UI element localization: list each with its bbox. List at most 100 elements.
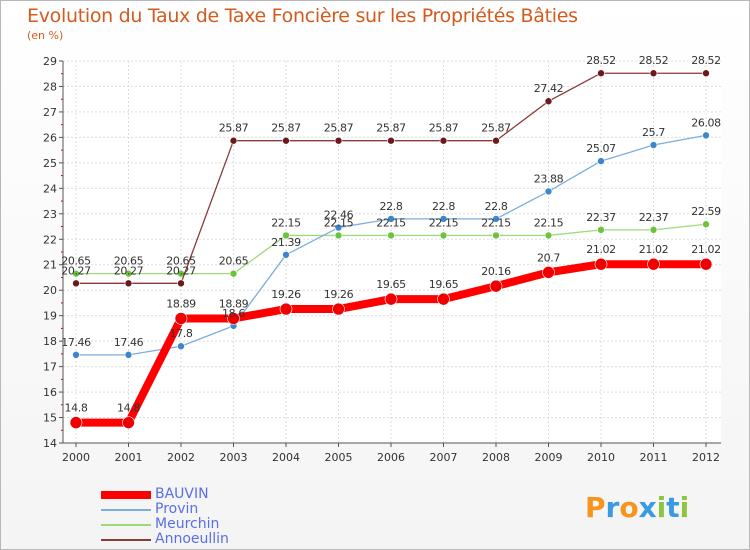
data-label-annoeullin: 25.87 — [324, 122, 354, 135]
data-point-meurchin — [72, 269, 80, 278]
y-tick-label: 14 — [43, 437, 57, 450]
data-point-meurchin — [124, 269, 133, 278]
logo-letter: i — [679, 491, 690, 524]
data-point-annoeullin — [544, 97, 553, 106]
data-label-provin: 26.08 — [691, 116, 721, 129]
data-label-annoeullin: 20.27 — [61, 264, 91, 277]
data-point-provin — [702, 131, 710, 140]
data-point-bauvin — [594, 257, 608, 271]
data-point-bauvin — [437, 292, 450, 306]
data-point-meurchin — [282, 231, 290, 240]
logo-letter: i — [656, 491, 667, 524]
data-label-bauvin: 21.02 — [639, 243, 669, 256]
data-point-provin — [177, 342, 185, 351]
data-point-bauvin — [384, 292, 398, 306]
data-point-bauvin — [122, 416, 135, 429]
data-label-annoeullin: 20.27 — [166, 264, 196, 277]
x-tick-label: 2010 — [587, 451, 615, 464]
x-tick-label: 2004 — [272, 451, 300, 464]
data-label-meurchin: 22.59 — [691, 205, 721, 218]
y-tick-label: 28 — [43, 80, 57, 93]
data-point-meurchin — [334, 231, 343, 240]
chart-subtitle: (en %) — [27, 29, 64, 42]
logo-letter: o — [619, 491, 639, 524]
x-tick-label: 2012 — [692, 451, 720, 464]
data-point-bauvin — [174, 312, 188, 325]
data-label-meurchin: 22.15 — [481, 216, 511, 229]
data-label-annoeullin: 25.87 — [376, 122, 406, 135]
data-label-meurchin: 20.65 — [219, 255, 249, 268]
proxiti-logo: Proxiti — [585, 491, 689, 524]
legend-swatch — [101, 538, 151, 541]
legend-label: Meurchin — [155, 516, 220, 532]
data-label-annoeullin: 28.52 — [691, 54, 721, 67]
data-point-meurchin — [492, 231, 500, 240]
logo-letter: P — [585, 491, 606, 524]
data-label-provin: 18.6 — [222, 307, 245, 320]
data-label-annoeullin: 27.42 — [534, 82, 564, 95]
data-label-bauvin: 19.26 — [324, 288, 354, 301]
data-point-annoeullin — [492, 136, 500, 145]
data-point-annoeullin — [282, 136, 290, 145]
x-tick-label: 2001 — [115, 451, 143, 464]
y-tick-label: 29 — [43, 55, 57, 68]
y-tick-label: 26 — [43, 131, 57, 144]
data-label-bauvin: 21.02 — [691, 243, 721, 256]
data-point-provin — [597, 157, 605, 165]
legend-item-bauvin: BAUVIN — [101, 487, 229, 502]
data-label-provin: 17.8 — [170, 327, 193, 340]
data-label-bauvin: 21.02 — [586, 243, 616, 256]
data-point-bauvin — [699, 257, 713, 271]
x-tick-label: 2006 — [377, 451, 405, 464]
logo-letter: t — [666, 491, 680, 524]
data-label-meurchin: 22.15 — [271, 216, 301, 229]
data-label-meurchin: 20.65 — [61, 255, 91, 268]
data-point-bauvin — [542, 266, 555, 279]
data-label-provin: 25.7 — [642, 126, 665, 139]
data-label-annoeullin: 25.87 — [429, 122, 459, 135]
data-label-bauvin: 19.65 — [376, 278, 406, 291]
data-label-annoeullin: 28.52 — [586, 54, 616, 67]
data-point-bauvin — [227, 312, 240, 325]
data-label-provin: 17.46 — [61, 336, 91, 349]
data-label-bauvin: 14.8 — [65, 402, 88, 415]
x-tick-label: 2011 — [640, 451, 668, 464]
data-label-bauvin: 20.7 — [537, 251, 560, 264]
data-label-provin: 25.07 — [586, 142, 616, 155]
data-point-meurchin — [702, 220, 710, 229]
y-tick-label: 21 — [43, 259, 57, 272]
data-point-annoeullin — [229, 136, 238, 145]
y-tick-label: 25 — [43, 157, 57, 170]
data-label-provin: 22.8 — [380, 200, 403, 213]
data-point-annoeullin — [124, 279, 133, 288]
data-point-annoeullin — [334, 136, 343, 145]
x-tick-label: 2003 — [220, 451, 248, 464]
data-label-annoeullin: 25.87 — [219, 122, 249, 135]
chart-title: Evolution du Taux de Taxe Foncière sur l… — [27, 5, 578, 27]
x-tick-label: 2008 — [482, 451, 510, 464]
x-tick-label: 2009 — [535, 451, 563, 464]
data-point-provin — [282, 251, 290, 259]
data-label-annoeullin: 20.27 — [114, 264, 144, 277]
x-tick-label: 2007 — [430, 451, 458, 464]
data-label-meurchin: 22.15 — [534, 216, 564, 229]
data-point-bauvin — [279, 302, 293, 316]
data-point-annoeullin — [72, 279, 80, 288]
data-label-provin: 23.88 — [534, 172, 564, 185]
y-tick-label: 16 — [43, 386, 57, 399]
legend-item-meurchin: Meurchin — [101, 517, 229, 532]
data-label-bauvin: 19.26 — [271, 288, 301, 301]
data-label-provin: 22.46 — [324, 209, 354, 222]
data-label-annoeullin: 25.87 — [271, 122, 301, 135]
data-point-bauvin — [69, 416, 83, 429]
data-label-annoeullin: 25.87 — [481, 122, 511, 135]
y-tick-label: 24 — [43, 182, 57, 195]
data-label-meurchin: 22.15 — [324, 216, 354, 229]
data-label-meurchin: 20.65 — [166, 255, 196, 268]
x-tick-label: 2005 — [325, 451, 353, 464]
logo-letter: r — [605, 491, 620, 524]
data-point-annoeullin — [177, 279, 185, 288]
y-tick-label: 20 — [43, 284, 57, 297]
logo-letter: x — [638, 491, 657, 524]
